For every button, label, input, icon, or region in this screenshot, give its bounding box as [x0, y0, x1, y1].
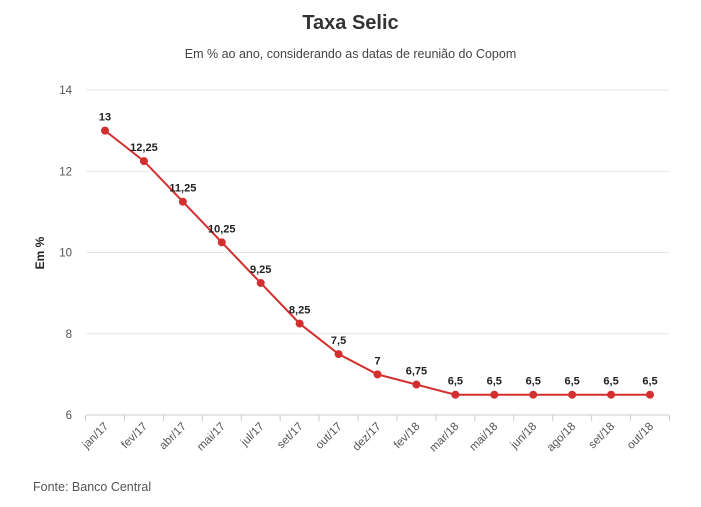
data-point	[139, 157, 148, 166]
data-label: 6,5	[603, 376, 618, 388]
x-tick-label: out/18	[625, 421, 656, 452]
data-label: 6,75	[406, 366, 427, 378]
data-label: 10,25	[208, 223, 236, 235]
y-tick-label: 12	[59, 166, 72, 178]
x-tick-label: dez/17	[351, 421, 384, 454]
x-tick-label: ago/18	[545, 421, 578, 454]
x-tick-label: set/17	[275, 421, 306, 452]
data-point	[412, 380, 421, 389]
chart-title: Taxa Selic	[302, 12, 399, 34]
data-label: 6,5	[487, 376, 502, 388]
data-label: 6,5	[564, 376, 579, 388]
source-note: Fonte: Banco Central	[33, 480, 152, 494]
data-label: 6,5	[448, 376, 463, 388]
gridlines	[86, 89, 669, 335]
data-label: 7,5	[331, 335, 346, 347]
data-point	[373, 370, 382, 379]
x-tick-label: mar/18	[428, 421, 462, 455]
y-tick-label: 14	[59, 85, 72, 97]
x-tick-label: mai/17	[195, 421, 228, 454]
x-axis-ticks: jan/17 fev/17 abr/17 mai/17 jul/17 set/17 out/…	[80, 421, 656, 455]
x-tick-label: jan/17	[80, 421, 111, 452]
data-point	[529, 390, 538, 399]
data-point	[101, 126, 109, 135]
x-tick-label: fev/17	[119, 421, 150, 452]
data-label: 9,25	[250, 264, 271, 276]
data-label: 12,25	[130, 142, 158, 154]
data-point	[334, 350, 343, 359]
x-tick-label: set/18	[587, 421, 618, 452]
data-point	[178, 197, 187, 206]
data-point	[217, 238, 226, 247]
data-point	[295, 319, 304, 328]
data-point	[568, 390, 577, 399]
x-tick-label: out/17	[314, 421, 345, 452]
y-axis-title: Em %	[33, 236, 47, 269]
y-tick-label: 8	[66, 329, 72, 341]
y-tick-label: 6	[66, 410, 72, 422]
y-tick-label: 10	[59, 248, 72, 260]
x-tick-label: jul/17	[238, 421, 267, 450]
x-tick-label: jun/18	[508, 421, 539, 452]
data-label: 11,25	[169, 183, 196, 195]
data-point	[490, 390, 499, 399]
series-selic	[101, 126, 654, 399]
chart-subtitle: Em % ao ano, considerando as datas de re…	[184, 47, 517, 61]
x-tick-label: abr/17	[157, 421, 189, 453]
data-label: 13	[99, 112, 111, 124]
data-point	[646, 390, 654, 399]
data-point	[451, 390, 460, 399]
x-tick-label: mai/18	[468, 421, 501, 454]
y-axis-ticks: 6 8 10 12 14	[59, 85, 72, 422]
data-labels: 13 12,25 11,25 10,25 9,25 8,25 7,5 7 6,75 6,5 6,5 6…	[99, 112, 658, 388]
x-tick-label: fev/18	[392, 421, 423, 452]
data-label: 6,5	[642, 376, 657, 388]
data-label: 7	[374, 355, 380, 367]
data-point	[607, 390, 616, 399]
data-label: 8,25	[289, 305, 310, 317]
x-axis	[85, 414, 670, 421]
data-label: 6,5	[526, 376, 541, 388]
data-point	[256, 278, 265, 287]
